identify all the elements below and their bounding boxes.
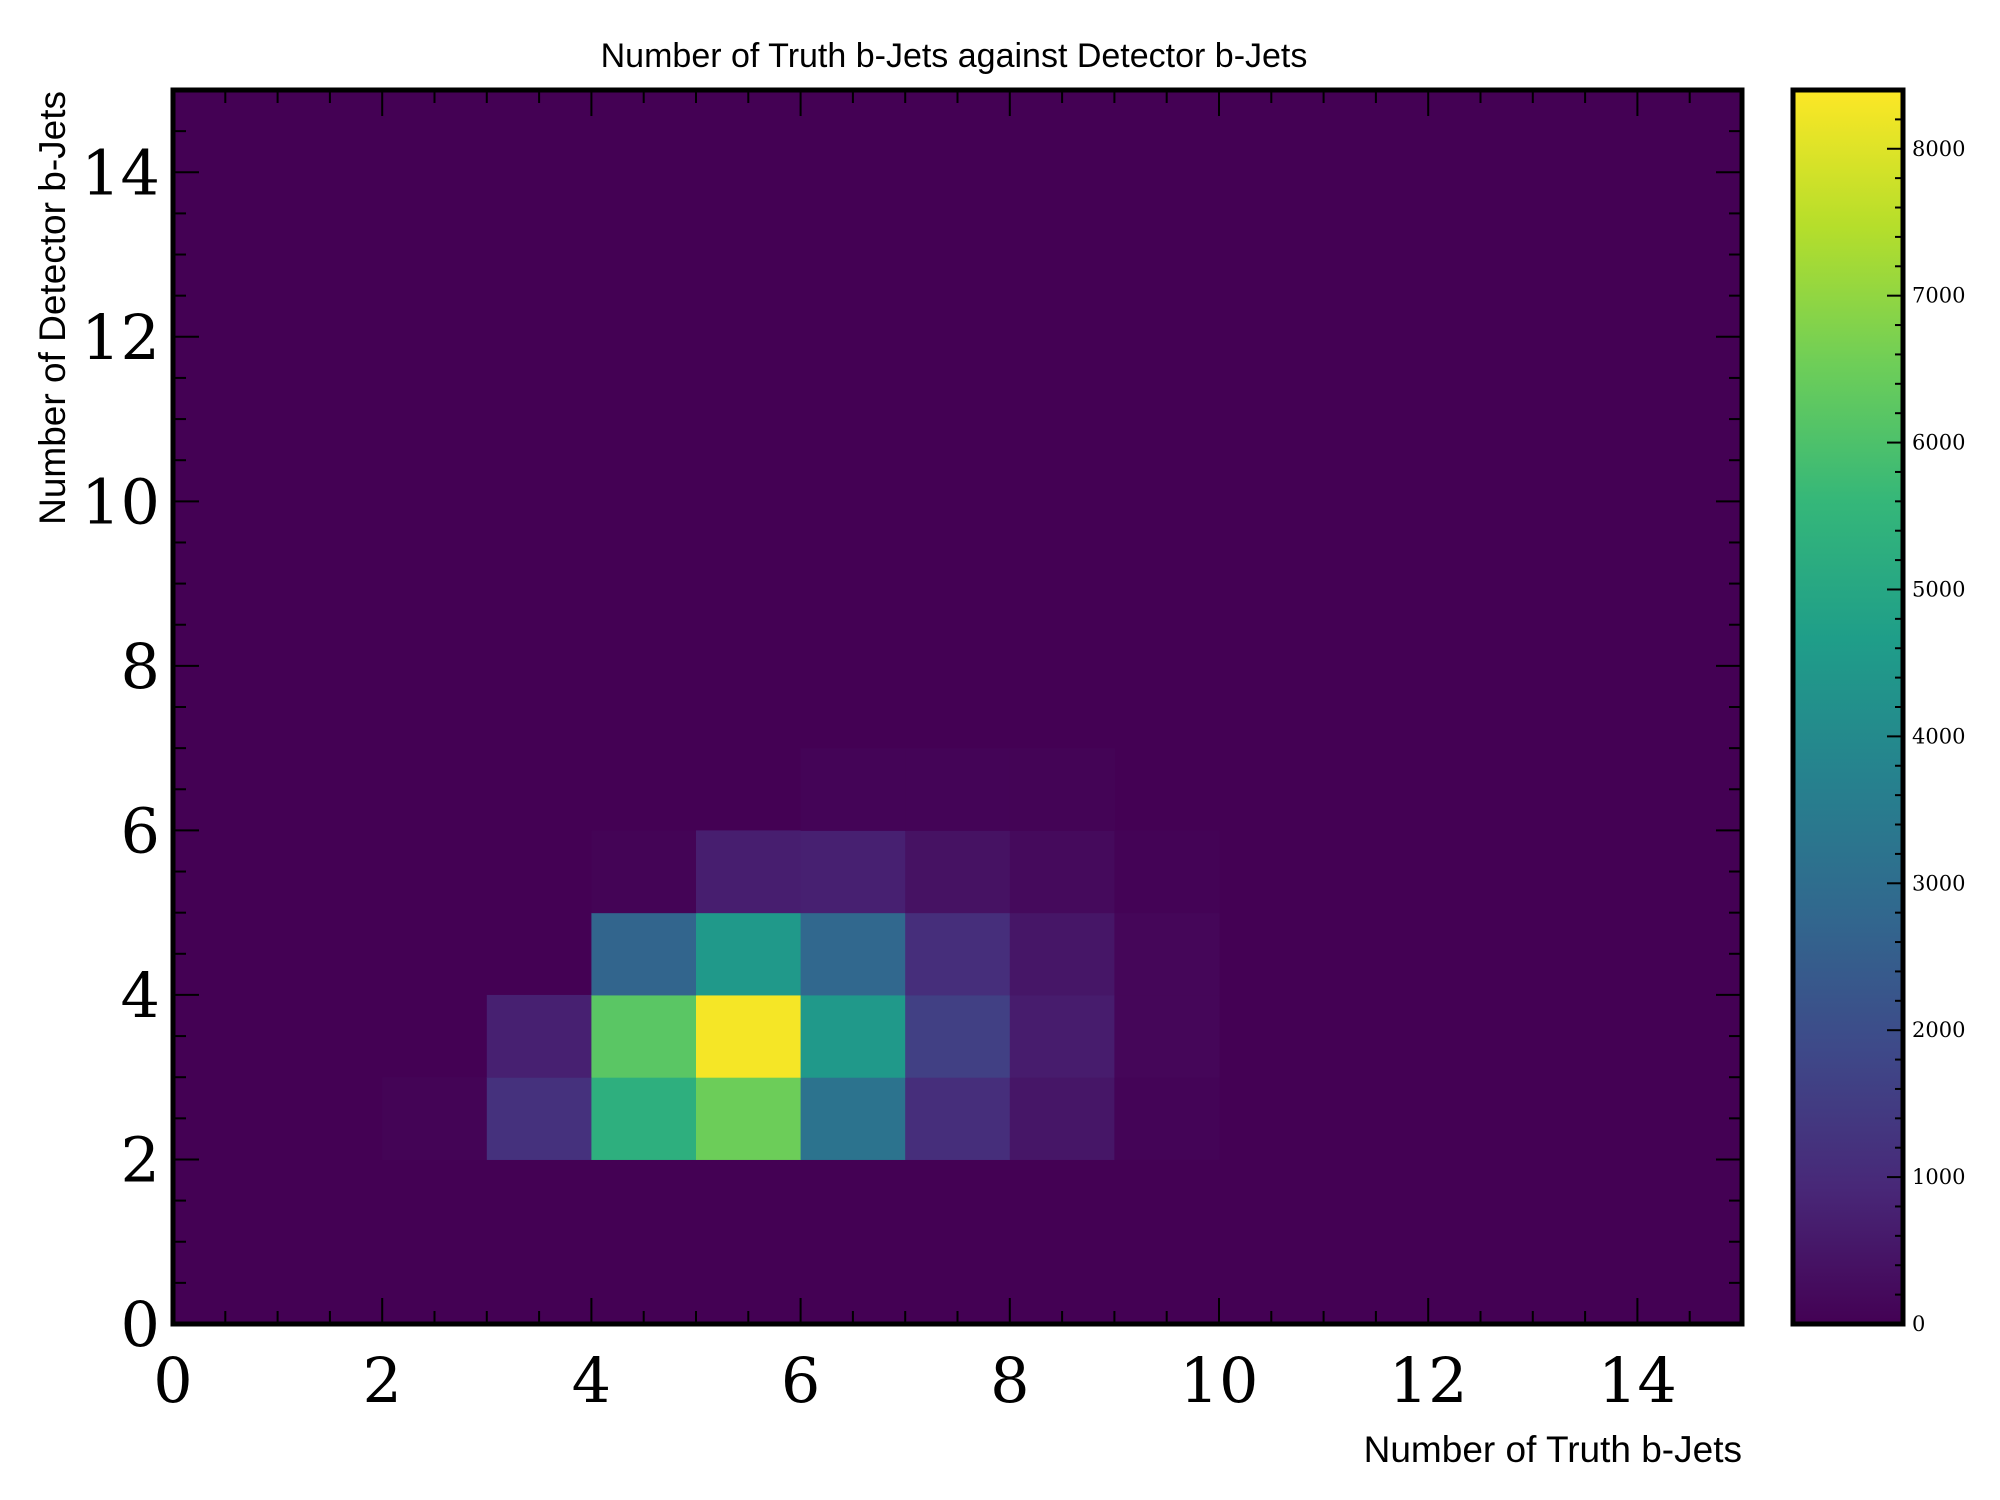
colorbar-tick-label: 0 xyxy=(1912,1312,1925,1336)
heatmap-cell xyxy=(1009,1077,1115,1160)
heatmap-cell xyxy=(800,912,906,996)
heatmap-cell xyxy=(696,912,802,996)
colorbar-tick-label: 4000 xyxy=(1912,724,1965,748)
heatmap-cell xyxy=(1114,830,1220,914)
y-tick-label: 8 xyxy=(121,630,160,703)
heatmap-cell xyxy=(696,1077,802,1160)
heatmap-cell xyxy=(905,748,1011,831)
y-tick-label: 4 xyxy=(121,959,160,1032)
colorbar-tick-label: 2000 xyxy=(1912,1018,1965,1042)
colorbar-tick-label: 7000 xyxy=(1912,284,1965,308)
colorbar-tick-label: 5000 xyxy=(1912,577,1965,601)
colorbar: 0 1000 2000 3000 4000 5000 6000 7000 8000 xyxy=(1790,87,1965,1336)
y-tick-label: 2 xyxy=(121,1123,160,1196)
heatmap-cell xyxy=(800,748,906,831)
heatmap-cell xyxy=(591,1077,697,1160)
colorbar-tick-label: 1000 xyxy=(1912,1165,1965,1189)
heatmap-cell xyxy=(905,830,1011,914)
chart-title: Number of Truth b-Jets against Detector … xyxy=(601,37,1308,75)
heatmap-cell xyxy=(591,912,697,996)
heatmap-cell xyxy=(382,1077,488,1160)
heatmap-cell xyxy=(1009,994,1115,1078)
heatmap-cell xyxy=(905,994,1011,1078)
heatmap-cell xyxy=(696,830,802,914)
heatmap-cell xyxy=(800,1077,906,1160)
heatmap-cell xyxy=(800,994,906,1078)
heatmap-cell xyxy=(1114,1077,1220,1160)
colorbar-tick-label: 8000 xyxy=(1912,137,1965,161)
heatmap-cell xyxy=(1114,994,1220,1078)
y-axis-label: Number of Detector b-Jets xyxy=(32,91,73,525)
x-tick-label: 10 xyxy=(1180,1344,1259,1417)
heatmap-cell xyxy=(905,1077,1011,1160)
x-tick-label: 12 xyxy=(1389,1344,1468,1417)
y-tick-label: 12 xyxy=(81,301,160,374)
colorbar-tick-label: 3000 xyxy=(1912,871,1965,895)
y-tick-label: 6 xyxy=(121,794,160,867)
colorbar-tick-label: 6000 xyxy=(1912,431,1965,455)
plot-axes: 0 2 4 6 8 10 12 14 0 2 4 6 8 10 12 14 xyxy=(81,87,1745,1417)
heatmap-cell xyxy=(800,830,906,914)
y-tick-label: 14 xyxy=(81,136,160,209)
x-tick-label: 14 xyxy=(1598,1344,1677,1417)
x-axis-label: Number of Truth b-Jets xyxy=(1364,1429,1742,1470)
x-tick-label: 8 xyxy=(990,1344,1029,1417)
x-tick-label: 6 xyxy=(781,1344,820,1417)
heatmap-cell xyxy=(1114,912,1220,996)
x-tick-label: 0 xyxy=(153,1344,192,1417)
y-tick-label: 0 xyxy=(121,1288,160,1361)
heatmap-cell xyxy=(486,994,592,1078)
heatmap-cell xyxy=(486,1077,592,1160)
x-tick-label: 2 xyxy=(362,1344,401,1417)
x-tick-label: 4 xyxy=(572,1344,611,1417)
heatmap-cell xyxy=(591,994,697,1078)
heatmap-cells xyxy=(173,90,1742,1324)
heatmap-cell xyxy=(1009,830,1115,914)
heatmap-cell xyxy=(905,912,1011,996)
heatmap-cell xyxy=(591,830,697,914)
y-tick-label: 10 xyxy=(81,465,160,538)
heatmap-cell xyxy=(696,994,802,1078)
heatmap-cell xyxy=(1009,912,1115,996)
colorbar-fill xyxy=(1793,90,1903,1324)
heatmap-cell xyxy=(1009,748,1115,831)
